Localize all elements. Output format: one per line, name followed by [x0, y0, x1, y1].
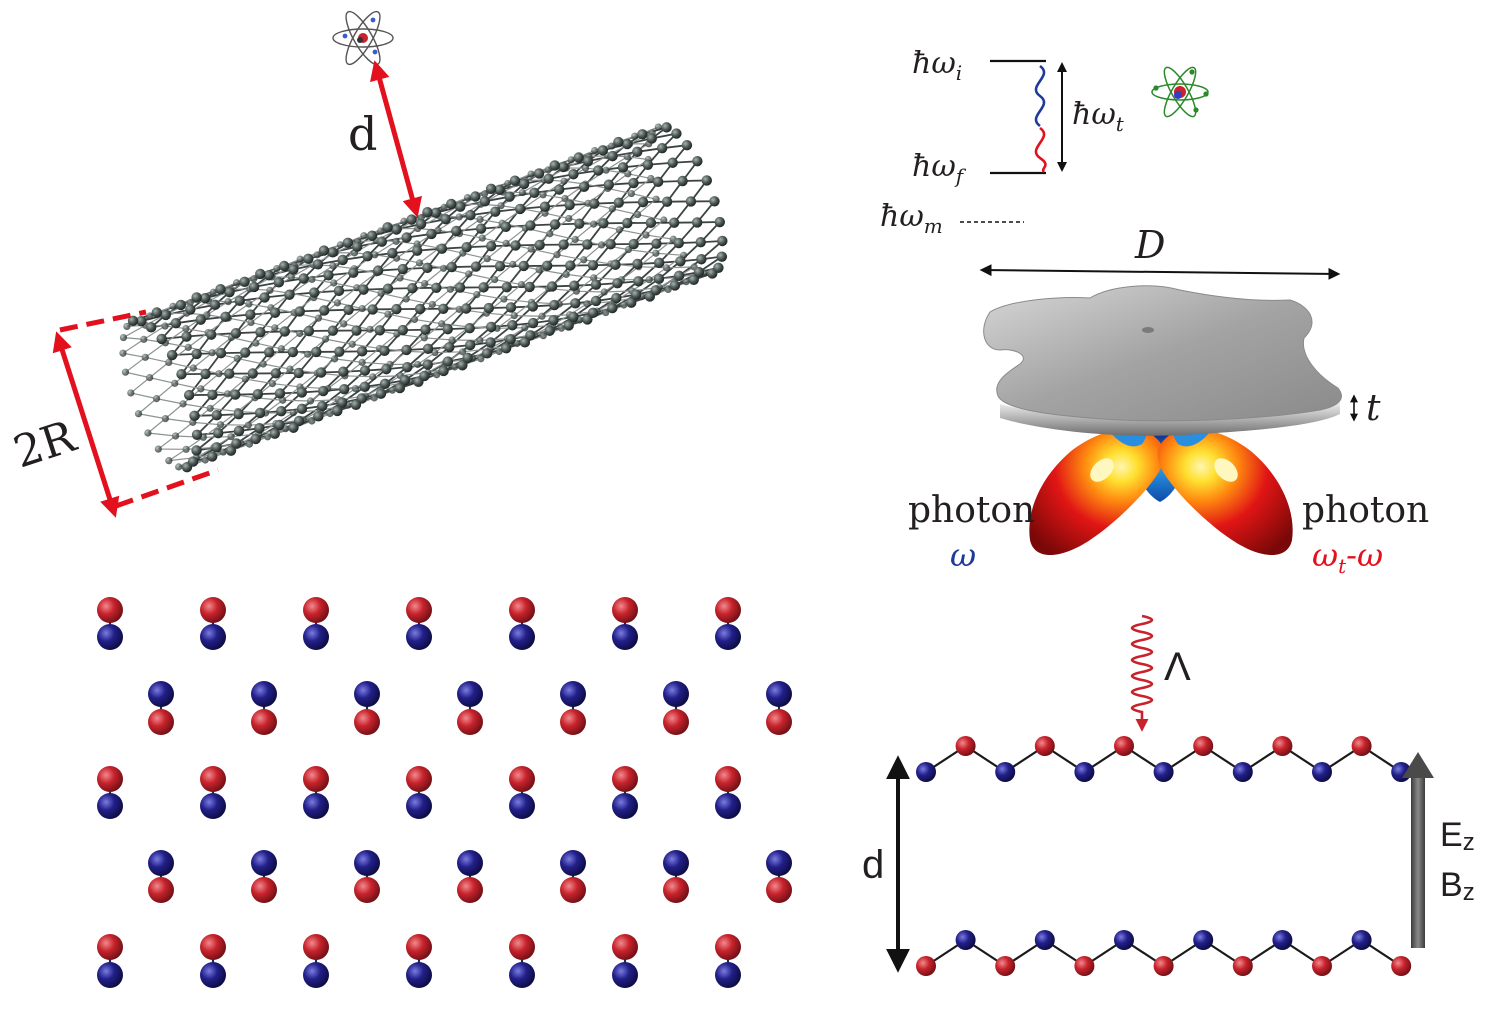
distance-arrow [370, 60, 422, 218]
photon-right-frequency: ωt-ω [1312, 536, 1383, 578]
lobe-right [1157, 428, 1293, 555]
wave-label: Λ [1164, 645, 1191, 689]
atom-icon [332, 10, 394, 66]
diameter-label: 2R [8, 410, 84, 478]
incident-wave [1130, 614, 1154, 732]
field-arrow [1402, 752, 1434, 948]
field-e-label: Ez [1440, 816, 1475, 856]
radius-dash-top [59, 309, 147, 333]
flake-diameter-arrow [979, 264, 1341, 280]
nanotube [119, 122, 728, 473]
thickness-label: t [1366, 388, 1381, 429]
photon-left-frequency: ω [950, 536, 976, 574]
lower-chain [916, 930, 1412, 976]
photon-right-label: photon [1302, 490, 1429, 531]
flake-diameter-label: D [1134, 223, 1165, 267]
nanotube-atoms [119, 122, 728, 473]
panel-levels: ħωi ħωf ħωm ħωt [880, 46, 1209, 238]
panel-nanotube: d 2R [8, 10, 728, 518]
separation-label: d [862, 843, 884, 887]
bilayer-chains [916, 736, 1412, 976]
level-final-label: ħωf [912, 149, 967, 188]
panel-honeycomb [97, 597, 792, 988]
panel-flake: D t photon ω photon ωt-ω [908, 223, 1429, 578]
lobe-left [1029, 428, 1165, 555]
atom-icon [1151, 66, 1209, 118]
field-b-label: Bz [1440, 866, 1475, 906]
emission-wave-red [1034, 126, 1047, 173]
photon-left-label: photon [908, 490, 1035, 531]
emission-wave-blue [1034, 64, 1046, 128]
level-transition-label: ħωt [1072, 97, 1125, 136]
lattice-atoms [97, 597, 792, 988]
distance-label: d [348, 107, 377, 161]
level-initial-label: ħωi [912, 46, 962, 85]
emission-pattern [1029, 428, 1293, 555]
lattice-bonds [108, 610, 781, 975]
radius-dash-bottom [115, 467, 219, 509]
metal-flake [983, 285, 1342, 436]
upper-chain [916, 736, 1412, 782]
panel-bilayer: Λ d Ez Bz [862, 614, 1475, 976]
level-intermediate-label: ħωm [880, 199, 943, 238]
diameter-arrow [52, 331, 120, 518]
